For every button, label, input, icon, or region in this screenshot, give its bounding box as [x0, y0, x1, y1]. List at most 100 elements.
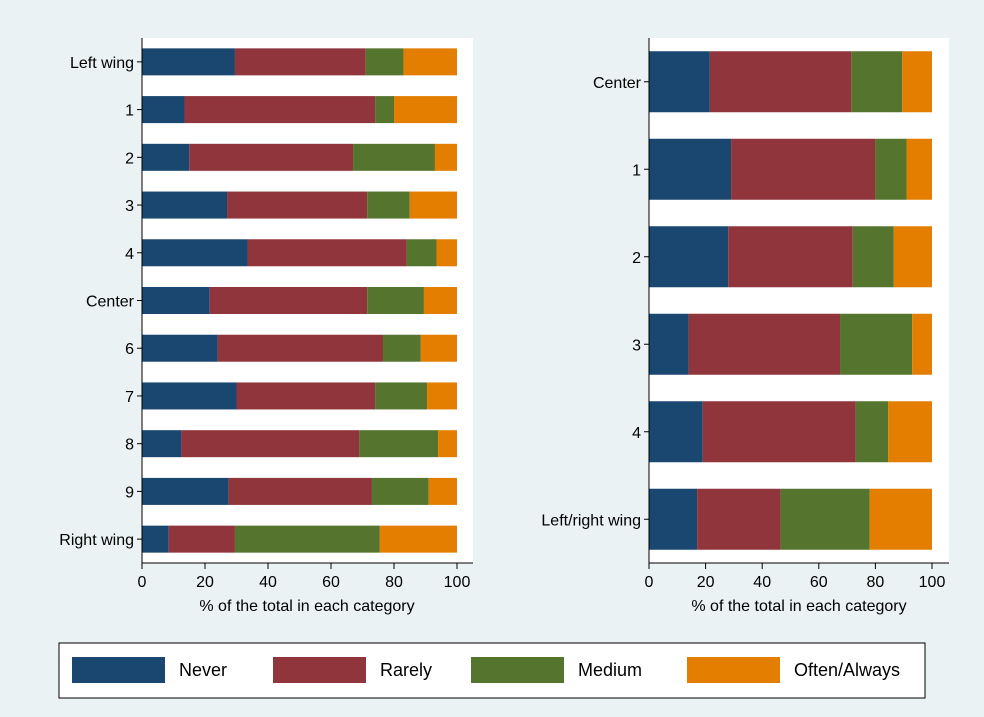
- bar-medium-5: [780, 488, 870, 550]
- bar-never-0: [649, 51, 710, 113]
- legend-label: Often/Always: [794, 660, 900, 680]
- bar-rarely-9: [228, 477, 372, 505]
- legend-label: Rarely: [380, 660, 432, 680]
- bar-medium-1: [375, 96, 394, 124]
- bar-rarely-0: [234, 48, 366, 76]
- bar-never-10: [142, 525, 169, 553]
- left-bars: [142, 48, 457, 553]
- y-tick-label: Center: [593, 75, 642, 92]
- bar-never-5: [649, 488, 698, 550]
- bar-never-5: [142, 287, 210, 314]
- left-y-ticks: Left wing 1 2 3 4 Center 6 7 8 9 Right wing: [59, 55, 142, 549]
- x-tick-label: 100: [919, 574, 946, 591]
- left-x-ticks: 0 20 40 60 80 100: [138, 563, 471, 591]
- legend: Never Rarely Medium Often/Always: [58, 642, 926, 699]
- bar-often-always-5: [423, 287, 457, 314]
- bar-medium-8: [359, 430, 439, 458]
- x-tick-label: 60: [322, 574, 340, 591]
- x-tick-label: 0: [645, 574, 654, 591]
- bar-often-always-5: [869, 488, 932, 550]
- bar-never-4: [142, 239, 248, 267]
- bar-medium-0: [851, 51, 903, 113]
- bar-rarely-5: [697, 488, 781, 550]
- bar-often-always-0: [403, 48, 457, 76]
- right-y-ticks: Center 1 2 3 4 Left/right wing: [541, 75, 649, 529]
- y-tick-label: 7: [125, 389, 134, 406]
- x-tick-label: 80: [867, 574, 885, 591]
- bar-rarely-5: [209, 287, 368, 314]
- bar-often-always-2: [434, 143, 457, 171]
- y-tick-label: 2: [632, 250, 641, 267]
- left-x-axis-label: % of the total in each category: [199, 598, 414, 615]
- x-tick-label: 20: [697, 574, 715, 591]
- right-bars: [649, 51, 932, 550]
- right-x-ticks: 0 20 40 60 80 100: [645, 563, 946, 591]
- legend-swatch-never: [72, 657, 165, 683]
- bar-often-always-4: [888, 401, 932, 463]
- bar-medium-3: [367, 191, 410, 219]
- bar-rarely-4: [702, 401, 856, 463]
- bar-rarely-3: [688, 313, 841, 375]
- bar-rarely-10: [168, 525, 235, 553]
- y-tick-label: 6: [125, 341, 134, 358]
- y-tick-label: Left/right wing: [541, 512, 641, 529]
- bar-medium-9: [371, 477, 429, 505]
- bar-rarely-8: [181, 430, 360, 458]
- bar-never-4: [649, 401, 703, 463]
- bar-never-3: [142, 191, 228, 219]
- legend-items: Never Rarely Medium Often/Always: [72, 657, 900, 683]
- x-tick-label: 40: [259, 574, 277, 591]
- right-plot-area: [649, 38, 949, 563]
- y-tick-label: 4: [125, 246, 134, 263]
- legend-swatch-rarely: [273, 657, 366, 683]
- x-tick-label: 40: [753, 574, 771, 591]
- bar-never-1: [649, 138, 732, 200]
- bar-medium-4: [855, 401, 889, 463]
- x-tick-label: 80: [385, 574, 403, 591]
- legend-swatch-often-always: [687, 657, 780, 683]
- bar-never-9: [142, 477, 229, 505]
- bar-often-always-1: [906, 138, 932, 200]
- bar-often-always-3: [912, 313, 932, 375]
- bar-never-0: [142, 48, 235, 76]
- y-tick-label: 3: [632, 337, 641, 354]
- y-tick-label: 2: [125, 150, 134, 167]
- bar-often-always-1: [394, 96, 457, 124]
- bar-never-6: [142, 334, 218, 362]
- y-tick-label: Center: [86, 294, 135, 311]
- bar-medium-4: [406, 239, 437, 267]
- bar-medium-2: [353, 143, 435, 171]
- x-tick-label: 20: [196, 574, 214, 591]
- x-tick-label: 100: [444, 574, 471, 591]
- legend-swatch-medium: [471, 657, 564, 683]
- y-tick-label: 8: [125, 437, 134, 454]
- bar-never-3: [649, 313, 689, 375]
- bar-rarely-0: [709, 51, 852, 113]
- legend-label: Never: [179, 660, 227, 680]
- bar-never-2: [142, 143, 190, 171]
- y-tick-label: Left wing: [70, 55, 134, 72]
- bar-rarely-1: [731, 138, 876, 200]
- y-tick-label: 9: [125, 484, 134, 501]
- bar-medium-1: [875, 138, 907, 200]
- bar-medium-0: [365, 48, 404, 76]
- bar-often-always-3: [409, 191, 457, 219]
- right-x-axis-label: % of the total in each category: [691, 598, 906, 615]
- bar-rarely-4: [247, 239, 407, 267]
- bar-medium-3: [840, 313, 913, 375]
- bar-often-always-7: [427, 382, 457, 410]
- bar-rarely-6: [217, 334, 383, 362]
- y-tick-label: 1: [125, 103, 134, 120]
- bar-often-always-10: [379, 525, 457, 553]
- bar-often-always-4: [436, 239, 457, 267]
- bar-medium-2: [852, 226, 894, 288]
- bar-often-always-6: [420, 334, 457, 362]
- bar-rarely-1: [184, 96, 376, 124]
- y-tick-label: 1: [632, 162, 641, 179]
- bar-never-1: [142, 96, 185, 124]
- bar-often-always-2: [893, 226, 932, 288]
- bar-often-always-9: [428, 477, 457, 505]
- bar-medium-6: [382, 334, 421, 362]
- legend-label: Medium: [578, 660, 642, 680]
